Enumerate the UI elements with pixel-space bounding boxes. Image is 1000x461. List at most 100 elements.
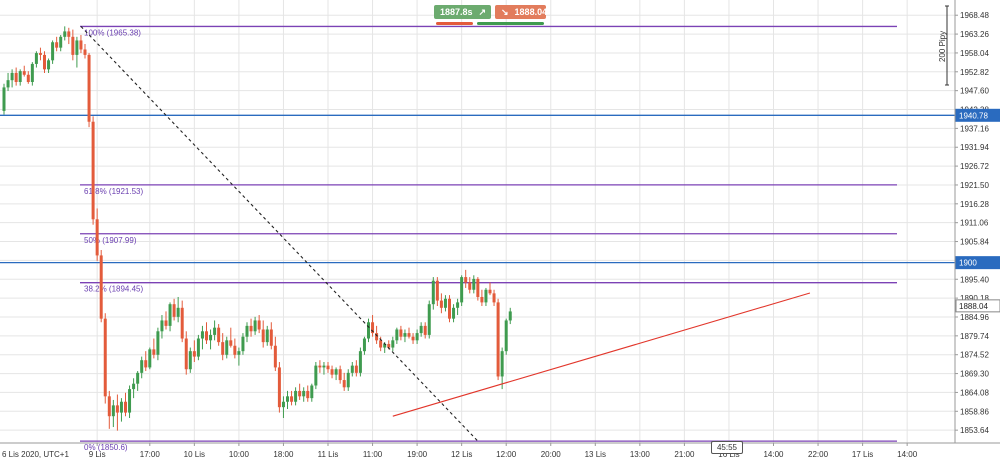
candle-body: [387, 343, 391, 348]
candle-body: [144, 360, 148, 368]
candle-body: [79, 40, 83, 50]
candle: [209, 329, 213, 350]
candle: [2, 83, 6, 115]
buy-button[interactable]: ↘ 1888.04: [495, 5, 547, 19]
price-tag-box: [955, 108, 1000, 122]
candle-body: [480, 296, 484, 303]
candle-body: [448, 298, 451, 319]
candle: [172, 298, 176, 321]
candle-timer: 45:55: [711, 441, 743, 454]
candle-body: [435, 280, 439, 301]
candle-body: [103, 318, 107, 397]
candle: [358, 347, 362, 377]
candle-body: [484, 289, 488, 303]
candle-body: [395, 329, 399, 341]
sell-spread-bar: [436, 22, 473, 25]
grid: [0, 0, 955, 443]
candle-body: [273, 345, 277, 368]
level-1940-tag: 1940.78: [955, 108, 1000, 122]
candle: [75, 36, 79, 68]
time-axis[interactable]: 6 Lis 2020, UTC+1 9 Lis 17:00 10 Lis 10:00 18…: [0, 442, 1000, 459]
time-tick-label: 14:00: [897, 450, 918, 459]
candle-body: [196, 338, 200, 357]
candle-body: [237, 351, 241, 355]
candle: [217, 324, 221, 346]
candle: [83, 44, 87, 59]
candle: [346, 369, 350, 391]
fib-level-label: 100% (1965.38): [84, 28, 141, 37]
candle: [132, 378, 136, 399]
candle-body: [415, 333, 419, 341]
candle-body: [371, 322, 375, 334]
candle: [136, 371, 140, 391]
candle: [480, 289, 484, 307]
candle: [180, 300, 184, 343]
candle: [184, 331, 188, 375]
candle: [261, 320, 265, 348]
candle-body: [91, 121, 95, 220]
candle: [395, 327, 399, 344]
candle: [10, 69, 14, 88]
time-tick-label: 13:00: [630, 450, 651, 459]
candle-body: [265, 329, 269, 343]
candle: [342, 372, 346, 391]
candle-body: [379, 340, 383, 348]
candle: [67, 27, 71, 45]
price-tick-label: 1879.74: [960, 332, 989, 341]
candle: [407, 327, 411, 339]
candle-body: [87, 54, 91, 122]
price-axis[interactable]: 1968.481963.261958.041952.821947.601942.…: [945, 0, 989, 443]
candle-body: [229, 340, 233, 346]
candle: [156, 327, 160, 361]
horizontal-levels[interactable]: [0, 114, 955, 264]
candle: [200, 325, 204, 350]
candle: [399, 325, 403, 341]
candle-body: [460, 277, 464, 303]
price-tick-label: 1968.48: [960, 11, 989, 20]
candle-body: [176, 307, 180, 317]
price-tick-label: 1895.40: [960, 275, 989, 284]
candle-body: [391, 340, 395, 348]
candle-body: [180, 307, 184, 339]
sell-button[interactable]: 1887.8s ↗: [434, 5, 491, 19]
price-tick-label: 1958.04: [960, 49, 989, 58]
candle: [257, 315, 261, 334]
candle-body: [51, 42, 55, 61]
trendlines[interactable]: [80, 26, 811, 442]
candle-body: [99, 255, 103, 319]
candle: [322, 362, 326, 375]
candle-body: [294, 390, 298, 402]
candle-body: [115, 405, 119, 413]
time-tick-label: 9 Lis: [89, 450, 106, 459]
candle-body: [334, 369, 338, 375]
candlesticks: [2, 26, 512, 431]
candle-body: [2, 87, 6, 111]
candle-body: [367, 322, 370, 339]
candle: [423, 322, 427, 339]
candle-body: [205, 331, 208, 341]
fibonacci-retracement[interactable]: 100% (1965.38) 61.8% (1921.53) 50% (1907.9…: [80, 25, 897, 452]
candle: [128, 385, 132, 419]
up-right-arrow-icon: ↗: [478, 7, 487, 17]
candle: [464, 269, 468, 288]
support-trendline[interactable]: [392, 292, 811, 417]
candle-body: [184, 338, 188, 370]
candle-body: [209, 334, 213, 341]
price-tick-label: 1858.86: [960, 407, 989, 416]
time-tick-label: 20:00: [541, 450, 562, 459]
candle-body: [71, 36, 75, 55]
candle-body: [160, 320, 164, 332]
candle: [245, 322, 249, 343]
candle: [468, 277, 472, 294]
candle-body: [326, 365, 330, 370]
candle: [47, 58, 51, 73]
candle: [431, 277, 435, 310]
candle: [213, 320, 217, 341]
axis-scale-caption: 200 Pipy: [938, 30, 947, 62]
candle-body: [233, 345, 237, 355]
candle-body: [411, 336, 415, 341]
candle: [298, 383, 302, 400]
candle: [496, 298, 500, 381]
candle-body: [107, 396, 111, 417]
